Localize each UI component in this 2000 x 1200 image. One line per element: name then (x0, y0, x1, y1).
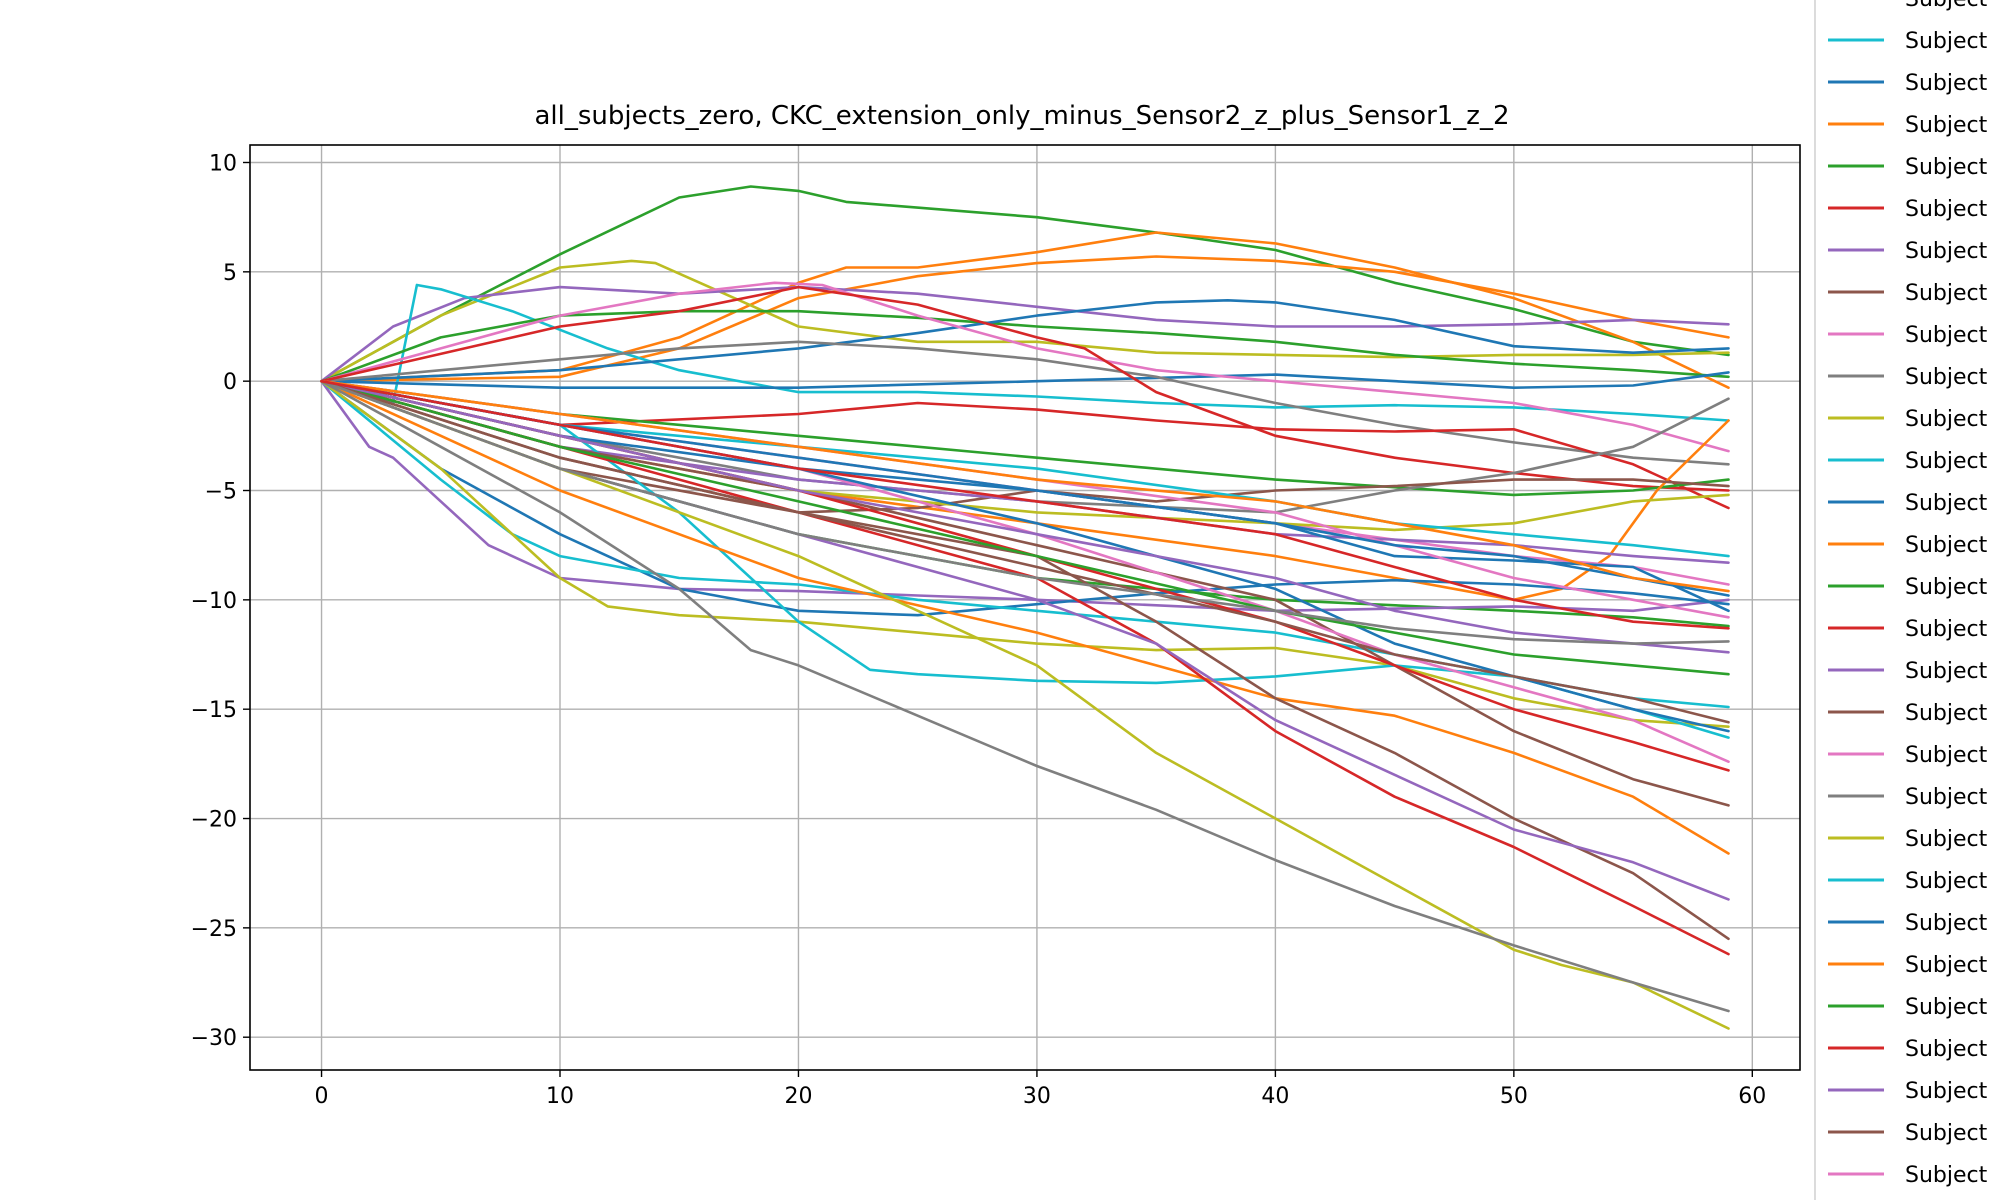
series-line (320, 299, 1730, 383)
legend-label: Subject (1905, 449, 1988, 474)
series-line (320, 379, 1730, 855)
legend-label: Subject (1905, 743, 1988, 768)
plot-frame (249, 144, 1801, 1071)
y-axis: 10 5 0 −5 −10 −15 −20 −25 −30 (191, 151, 250, 1051)
series-line (320, 185, 1730, 383)
series-line (320, 379, 1730, 628)
series-line (320, 379, 1730, 613)
y-tick-label: −10 (191, 589, 237, 614)
y-tick-label: 10 (209, 151, 237, 176)
series-line (320, 379, 1730, 956)
plot-area (320, 185, 1730, 1030)
x-tick-label: 0 (315, 1084, 329, 1109)
series-line (320, 259, 1730, 383)
y-tick-label: −15 (191, 698, 237, 723)
legend-label: Subject (1905, 575, 1988, 600)
legend-label: Subject (1905, 113, 1988, 138)
series-line (320, 255, 1730, 383)
x-tick-label: 50 (1500, 1084, 1528, 1109)
legend-label: Subject (1905, 491, 1988, 516)
series-line (320, 231, 1730, 389)
y-tick-label: 5 (223, 261, 237, 286)
legend-label: Subject (1905, 323, 1988, 348)
y-tick-label: 0 (223, 370, 237, 395)
series-line (320, 379, 1730, 510)
x-axis: 0 10 20 30 40 50 60 (315, 1070, 1766, 1109)
legend-label: Subject (1905, 0, 1988, 12)
legend-label: Subject (1905, 869, 1988, 894)
x-tick-label: 60 (1738, 1084, 1766, 1109)
legend-label: Subject (1905, 1037, 1988, 1062)
legend-label: Subject (1905, 239, 1988, 264)
legend-label: Subject (1905, 365, 1988, 390)
legend-label: Subject (1905, 281, 1988, 306)
legend-label: Subject (1905, 407, 1988, 432)
series-line (320, 371, 1730, 389)
series-line (320, 379, 1730, 1013)
x-tick-label: 20 (784, 1084, 812, 1109)
legend: Subject Subject Subject Subject Subject Subje… (1814, 0, 2000, 1200)
legend-label: Subject (1905, 155, 1988, 180)
y-tick-label: −20 (191, 808, 237, 833)
series-line (320, 379, 1730, 514)
series-line (320, 379, 1730, 654)
y-tick-label: −5 (205, 480, 237, 505)
legend-label: Subject (1905, 71, 1988, 96)
legend-label: Subject (1905, 617, 1988, 642)
series-line (320, 379, 1730, 593)
legend-label: Subject (1905, 701, 1988, 726)
series-line (320, 281, 1730, 453)
legend-label: Subject (1905, 197, 1988, 222)
series-line (320, 379, 1730, 1030)
legend-label: Subject (1905, 827, 1988, 852)
legend-label: Subject (1905, 1163, 1988, 1188)
y-tick-label: −25 (191, 917, 237, 942)
series-line (320, 379, 1730, 807)
legend-label: Subject (1905, 911, 1988, 936)
legend-label: Subject (1905, 1121, 1988, 1146)
legend-label: Subject (1905, 1079, 1988, 1104)
series-line (320, 285, 1730, 383)
series-line (320, 379, 1730, 645)
legend-label: Subject (1905, 29, 1988, 54)
series-line (320, 379, 1730, 597)
series-line (320, 379, 1730, 630)
x-tick-label: 10 (546, 1084, 574, 1109)
legend-label: Subject (1905, 995, 1988, 1020)
series-line (320, 379, 1730, 724)
series-line (320, 379, 1730, 617)
chart-title: all_subjects_zero, CKC_extension_only_mi… (534, 101, 1509, 131)
legend-label: Subject (1905, 953, 1988, 978)
legend-label: Subject (1905, 659, 1988, 684)
x-tick-label: 30 (1023, 1084, 1051, 1109)
series-group (320, 185, 1730, 1030)
x-tick-label: 40 (1261, 1084, 1289, 1109)
y-tick-label: −30 (191, 1026, 237, 1051)
legend-label: Subject (1905, 785, 1988, 810)
series-line (320, 283, 1730, 422)
legend-frame (1814, 0, 2000, 1200)
legend-label: Subject (1905, 533, 1988, 558)
series-line (320, 340, 1730, 466)
series-line (320, 379, 1730, 497)
